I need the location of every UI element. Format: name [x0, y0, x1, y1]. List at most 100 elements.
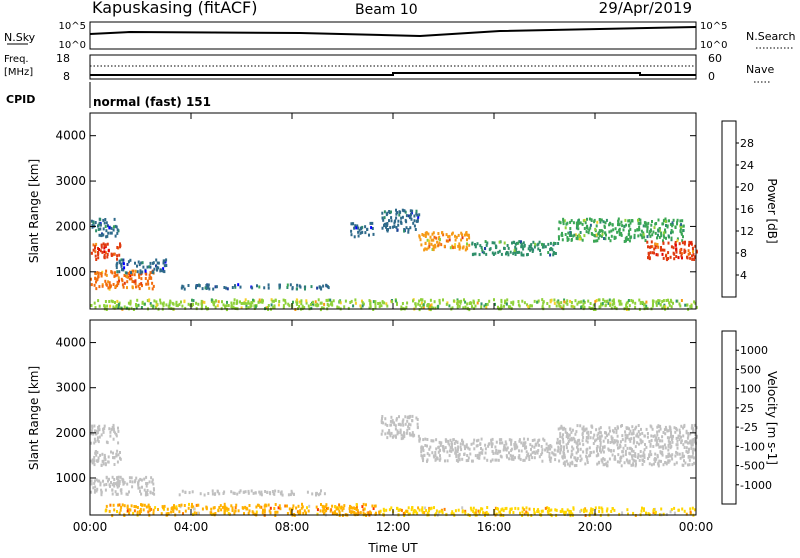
data-cell: [145, 475, 148, 479]
nave-tick-top: 60: [708, 52, 722, 65]
data-cell: [505, 302, 508, 306]
data-cell: [292, 300, 294, 304]
data-cell: [391, 420, 394, 424]
data-cell: [108, 483, 111, 487]
data-cell: [582, 302, 585, 306]
data-cell: [431, 248, 434, 251]
data-cell: [624, 452, 627, 456]
data-cell: [159, 301, 162, 305]
data-cell: [157, 266, 160, 270]
freq-trace: [90, 72, 696, 76]
data-cell: [585, 451, 588, 455]
data-cell: [548, 304, 551, 308]
data-cell: [139, 507, 142, 511]
data-cell: [438, 440, 441, 444]
freq-tick-top: 18: [56, 52, 70, 65]
data-cell: [239, 489, 242, 493]
data-cell: [398, 508, 400, 512]
data-cell: [617, 446, 619, 450]
x-axis-label: Time UT: [367, 541, 418, 554]
data-cell: [364, 231, 367, 235]
data-cell: [130, 277, 133, 281]
data-cell: [231, 506, 234, 510]
data-cell: [651, 220, 653, 223]
data-cell: [687, 434, 690, 438]
data-cell: [374, 300, 377, 304]
data-cell: [676, 452, 679, 456]
data-cell: [654, 452, 657, 456]
data-cell: [644, 443, 646, 446]
data-cell: [613, 439, 616, 443]
data-cell: [563, 445, 565, 449]
data-cell: [103, 483, 106, 487]
data-cell: [93, 429, 96, 433]
data-cell: [688, 252, 691, 255]
data-cell: [562, 433, 564, 437]
data-cell: [187, 284, 190, 287]
data-cell: [178, 510, 181, 514]
data-cell: [658, 227, 661, 231]
data-cell: [663, 235, 666, 239]
data-cell: [649, 450, 652, 454]
data-cell: [400, 433, 403, 437]
data-cell: [111, 488, 114, 492]
data-cell: [642, 458, 644, 462]
data-cell: [95, 258, 98, 261]
data-cell: [657, 425, 660, 428]
data-cell: [408, 432, 411, 436]
data-cell: [113, 429, 116, 433]
data-cell: [624, 443, 627, 447]
data-cell: [564, 430, 567, 434]
data-cell: [634, 452, 637, 456]
data-cell: [649, 251, 652, 255]
data-cell: [203, 493, 206, 497]
data-cell: [211, 492, 214, 496]
data-cell: [327, 298, 330, 302]
data-cell: [676, 220, 679, 224]
data-cell: [165, 303, 168, 307]
data-cell: [216, 304, 219, 308]
data-cell: [694, 438, 696, 442]
data-cell: [639, 301, 642, 304]
data-cell: [517, 303, 520, 307]
data-cell: [626, 300, 629, 304]
data-cell: [148, 480, 151, 484]
data-cell: [116, 476, 119, 480]
data-cell: [431, 439, 434, 443]
data-cell: [412, 221, 415, 225]
data-cell: [332, 299, 335, 303]
data-cell: [486, 512, 489, 516]
data-cell: [512, 240, 515, 244]
data-cell: [403, 229, 406, 233]
data-cell: [386, 431, 389, 435]
data-cell: [452, 438, 455, 442]
data-cell: [278, 285, 281, 289]
data-cell: [357, 234, 360, 238]
data-cell: [505, 442, 508, 446]
data-cell: [369, 510, 371, 514]
data-cell: [201, 507, 204, 511]
data-cell: [650, 463, 653, 467]
data-cell: [671, 457, 674, 461]
x-tick-label: 20:00: [578, 520, 613, 534]
data-cell: [586, 440, 589, 444]
data-cell: [647, 245, 649, 249]
data-cell: [139, 489, 141, 493]
data-cell: [594, 227, 597, 231]
data-cell: [116, 492, 119, 496]
data-cell: [634, 445, 637, 449]
data-cell: [657, 245, 660, 249]
colorbar-tick-label: 4: [740, 269, 747, 282]
data-cell: [316, 512, 319, 516]
data-cell: [407, 512, 410, 516]
data-cell: [307, 304, 310, 308]
data-cell: [440, 243, 443, 247]
data-cell: [244, 505, 247, 509]
data-cell: [626, 459, 629, 463]
data-cell: [315, 505, 318, 509]
data-cell: [93, 224, 96, 228]
data-cell: [137, 482, 140, 486]
data-cell: [463, 444, 466, 448]
data-cell: [613, 508, 616, 512]
data-cell: [637, 454, 640, 458]
